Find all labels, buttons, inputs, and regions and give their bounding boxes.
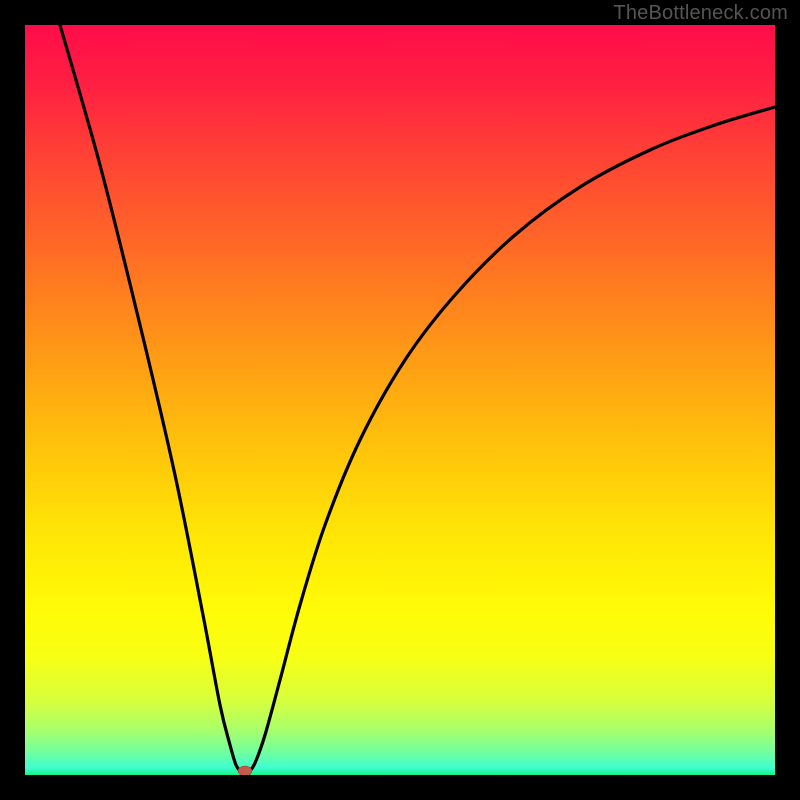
plot-area [25,25,775,775]
minimum-marker [238,766,252,775]
gradient-background [25,25,775,775]
watermark-text: TheBottleneck.com [613,2,788,25]
chart-svg [25,25,775,775]
